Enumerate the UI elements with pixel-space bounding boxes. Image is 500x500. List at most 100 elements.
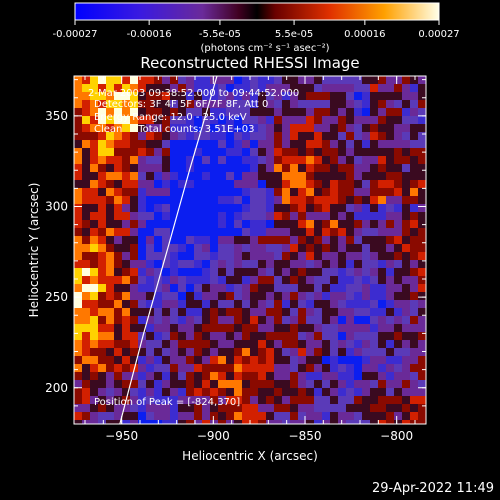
heatmap-cell (122, 340, 130, 348)
heatmap-cell (130, 84, 138, 92)
heatmap-cell (306, 300, 314, 308)
heatmap-cell (258, 228, 266, 236)
heatmap-cell (362, 140, 370, 148)
heatmap-cell (354, 76, 362, 84)
heatmap-cell (218, 108, 226, 116)
heatmap-cell (146, 300, 154, 308)
heatmap-cell (194, 148, 202, 156)
heatmap-cell (226, 292, 234, 300)
heatmap-cell (290, 364, 298, 372)
heatmap-cell (402, 396, 410, 404)
heatmap-cell (218, 100, 226, 108)
heatmap-cell (362, 244, 370, 252)
heatmap-cell (394, 284, 402, 292)
heatmap-cell (146, 180, 154, 188)
heatmap-cell (122, 388, 130, 396)
heatmap-cell (90, 364, 98, 372)
heatmap-cell (114, 228, 122, 236)
heatmap-cell (290, 84, 298, 92)
heatmap-cell (186, 244, 194, 252)
heatmap-cell (170, 300, 178, 308)
heatmap-cell (106, 396, 114, 404)
heatmap-cell (218, 140, 226, 148)
heatmap-cell (186, 316, 194, 324)
heatmap-cell (146, 396, 154, 404)
heatmap-image (74, 76, 426, 424)
heatmap-cell (250, 132, 258, 140)
heatmap-cell (338, 396, 346, 404)
heatmap-cell (306, 268, 314, 276)
heatmap-cell (138, 324, 146, 332)
heatmap-cell (170, 84, 178, 92)
x-tick-label: −800 (380, 429, 413, 443)
heatmap-cell (266, 260, 274, 268)
heatmap-cell (138, 148, 146, 156)
heatmap-cell (154, 268, 162, 276)
y-tick-label: 350 (45, 109, 68, 123)
heatmap-cell (330, 260, 338, 268)
heatmap-cell (210, 404, 218, 412)
heatmap-cell (162, 188, 170, 196)
heatmap-cell (346, 156, 354, 164)
heatmap-cell (282, 284, 290, 292)
heatmap-cell (410, 308, 418, 316)
heatmap-cell (386, 404, 394, 412)
heatmap-cell (234, 204, 242, 212)
heatmap-cell (330, 164, 338, 172)
heatmap-cell (298, 156, 306, 164)
heatmap-cell (410, 188, 418, 196)
heatmap-cell (138, 420, 146, 424)
heatmap-cell (74, 100, 82, 108)
heatmap-cell (154, 228, 162, 236)
heatmap-cell (162, 92, 170, 100)
heatmap-cell (250, 372, 258, 380)
heatmap-cell (338, 380, 346, 388)
heatmap-cell (130, 308, 138, 316)
heatmap-cell (298, 204, 306, 212)
heatmap-cell (402, 148, 410, 156)
heatmap-cell (74, 372, 82, 380)
heatmap-cell (322, 244, 330, 252)
heatmap-cell (250, 140, 258, 148)
heatmap-cell (138, 308, 146, 316)
heatmap-cell (258, 84, 266, 92)
heatmap-cell (234, 356, 242, 364)
heatmap-cell (106, 420, 114, 424)
heatmap-cell (74, 92, 82, 100)
heatmap-cell (306, 180, 314, 188)
heatmap-cell (274, 124, 282, 132)
heatmap-cell (186, 380, 194, 388)
heatmap-cell (410, 388, 418, 396)
heatmap-cell (106, 180, 114, 188)
heatmap-cell (90, 84, 98, 92)
heatmap-cell (378, 148, 386, 156)
heatmap-cell (370, 180, 378, 188)
heatmap-cell (274, 340, 282, 348)
heatmap-cell (82, 324, 90, 332)
heatmap-cell (242, 340, 250, 348)
heatmap-cell (362, 340, 370, 348)
heatmap-cell (386, 372, 394, 380)
heatmap-cell (210, 284, 218, 292)
heatmap-cell (82, 76, 90, 84)
heatmap-cell (234, 340, 242, 348)
heatmap-cell (298, 404, 306, 412)
heatmap-cell (258, 412, 266, 420)
heatmap-cell (170, 196, 178, 204)
heatmap-cell (402, 116, 410, 124)
heatmap-cell (346, 332, 354, 340)
heatmap-cell (418, 252, 426, 260)
heatmap-cell (114, 380, 122, 388)
heatmap-cell (418, 316, 426, 324)
heatmap-cell (114, 212, 122, 220)
heatmap-cell (138, 332, 146, 340)
heatmap-cell (370, 252, 378, 260)
heatmap-cell (146, 148, 154, 156)
heatmap-cell (226, 324, 234, 332)
heatmap-cell (338, 92, 346, 100)
heatmap-cell (346, 348, 354, 356)
heatmap-cell (250, 396, 258, 404)
heatmap-cell (178, 324, 186, 332)
heatmap-cell (298, 244, 306, 252)
heatmap-cell (170, 180, 178, 188)
